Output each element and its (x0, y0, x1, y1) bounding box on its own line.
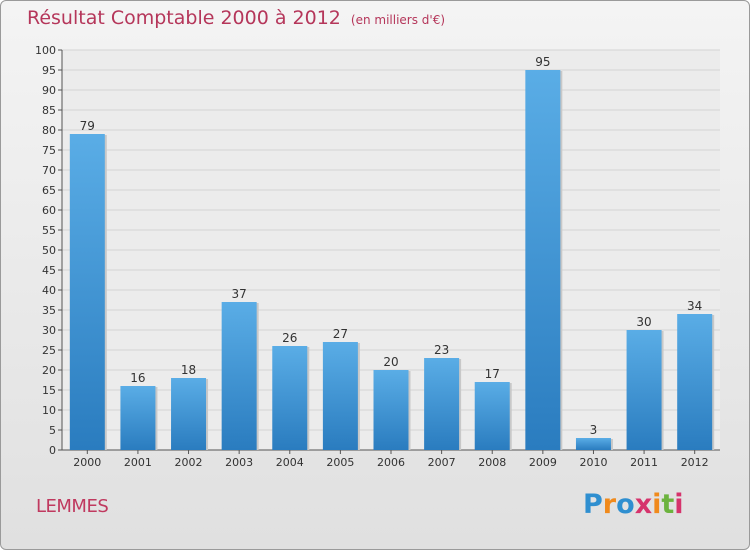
x-tick-label-2012: 2012 (681, 456, 709, 469)
x-tick-label-2006: 2006 (377, 456, 405, 469)
y-tick-label: 30 (42, 324, 56, 337)
data-label-2005: 27 (333, 327, 348, 341)
chart-title: Résultat Comptable 2000 à 2012 (en millie… (27, 7, 445, 29)
y-tick-label: 5 (49, 424, 56, 437)
y-tick-label: 15 (42, 384, 56, 397)
bar-2008 (474, 382, 510, 450)
y-tick-label: 75 (42, 144, 56, 157)
x-tick-label-2008: 2008 (478, 456, 506, 469)
bar-2010 (575, 438, 611, 450)
y-tick-label: 40 (42, 284, 56, 297)
x-tick-label-2011: 2011 (630, 456, 658, 469)
bar-2000 (69, 134, 105, 450)
logo-letter: t (661, 489, 675, 520)
data-label-2000: 79 (80, 119, 95, 133)
chart-title-text: Résultat Comptable 2000 à 2012 (27, 7, 341, 29)
data-label-2010: 3 (590, 423, 598, 437)
bar-2011 (626, 330, 662, 450)
y-tick-label: 10 (42, 404, 56, 417)
bar-2012 (677, 314, 713, 450)
y-tick-label: 35 (42, 304, 56, 317)
bar-2006 (373, 370, 409, 450)
data-label-2008: 17 (485, 367, 500, 381)
x-tick-label-2004: 2004 (276, 456, 304, 469)
y-tick-label: 55 (42, 224, 56, 237)
y-tick-label: 50 (42, 244, 56, 257)
x-tick-label-2003: 2003 (225, 456, 253, 469)
data-label-2009: 95 (535, 55, 550, 69)
commune-name: LEMMES (36, 496, 109, 517)
data-label-2006: 20 (383, 355, 398, 369)
y-tick-label: 65 (42, 184, 56, 197)
logo-letter: r (602, 489, 617, 520)
y-tick-label: 80 (42, 124, 56, 137)
bar-2007 (424, 358, 460, 450)
data-label-2003: 37 (232, 287, 247, 301)
data-label-2001: 16 (130, 371, 145, 385)
bar-2001 (120, 386, 156, 450)
chart-subtitle: (en milliers d'€) (350, 13, 446, 27)
data-label-2007: 23 (434, 343, 449, 357)
y-tick-label: 90 (42, 84, 56, 97)
x-tick-label-2000: 2000 (73, 456, 101, 469)
bar-2009 (525, 70, 561, 450)
data-label-2012: 34 (687, 299, 702, 313)
y-tick-label: 70 (42, 164, 56, 177)
proxiti-logo: Proxiti (583, 489, 684, 520)
bar-2002 (171, 378, 207, 450)
y-tick-label: 25 (42, 344, 56, 357)
y-tick-label: 95 (42, 64, 56, 77)
bar-2003 (221, 302, 257, 450)
logo-letter: P (583, 489, 603, 520)
bar-2005 (322, 342, 358, 450)
y-tick-label: 45 (42, 264, 56, 277)
logo-letter: o (616, 489, 635, 520)
logo-letter: i (674, 489, 684, 520)
logo-letter: i (652, 489, 662, 520)
x-tick-label-2002: 2002 (175, 456, 203, 469)
y-tick-label: 100 (35, 44, 56, 57)
data-label-2004: 26 (282, 331, 297, 345)
data-label-2002: 18 (181, 363, 196, 377)
x-tick-label-2005: 2005 (326, 456, 354, 469)
bar-2004 (272, 346, 308, 450)
y-tick-label: 60 (42, 204, 56, 217)
x-tick-label-2001: 2001 (124, 456, 152, 469)
x-tick-label-2009: 2009 (529, 456, 557, 469)
x-tick-label-2010: 2010 (579, 456, 607, 469)
x-tick-label-2007: 2007 (428, 456, 456, 469)
y-tick-label: 0 (49, 444, 56, 457)
y-tick-label: 85 (42, 104, 56, 117)
logo-letter: x (634, 489, 653, 520)
data-label-2011: 30 (636, 315, 651, 329)
y-tick-label: 20 (42, 364, 56, 377)
